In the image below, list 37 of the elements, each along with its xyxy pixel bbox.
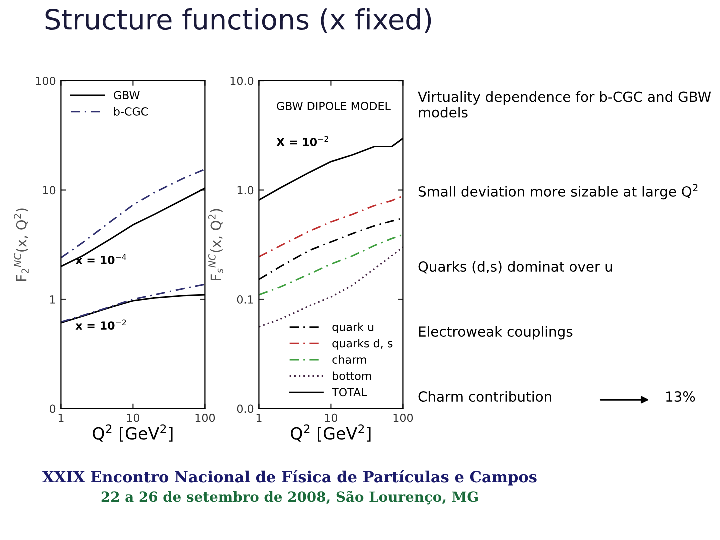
annotation: x = 10$^{−2}$ (76, 320, 126, 330)
y-tick-label: 1 (50, 296, 56, 304)
text: XXIX Encontro Nacional de Física de Partículas e Campos (42, 470, 537, 486)
x-tick-label: 1 (256, 414, 262, 422)
text: Small deviation more sizable at large Q$^{2}$ (418, 184, 698, 200)
legend-label: charm (332, 355, 366, 364)
x-axis-title: Q$^{2}$ [GeV$^{2}$] (93, 424, 173, 442)
y-tick-label: 0.1 (237, 295, 254, 304)
legend-label: quarks d, s (332, 339, 393, 350)
x-tick-label: 10 (127, 414, 140, 422)
x-tick-label: 1 (58, 414, 64, 422)
text: Virtuality dependence for b-CGC and GBW models (418, 92, 712, 118)
x-axis-title: Q$^{2}$ [GeV$^{2}$] (291, 424, 371, 442)
legend-label: GBW (114, 91, 140, 100)
legend-label: bottom (333, 372, 372, 380)
y-tick-label: 100 (36, 76, 56, 86)
y-tick-label: 0.0 (237, 404, 254, 414)
legend-label: b-CGC (114, 107, 148, 116)
text: Charm contribution (418, 391, 552, 402)
annotation: X = 10$^{−2}$ (276, 136, 328, 146)
text: 22 a 26 de setembro de 2008, São Lourenço, MG (102, 490, 478, 505)
text: Electroweak couplings (419, 326, 573, 340)
legend-label: TOTAL (332, 388, 368, 397)
annotation: GBW DIPOLE MODEL (277, 102, 391, 110)
legend-label: quark u (332, 322, 374, 334)
y-tick-label: 1.0 (238, 186, 254, 195)
y-axis-title: F$_{s}$$^{NC}$(x, Q$^{2}$) (208, 209, 224, 280)
y-tick-label: 10 (43, 186, 56, 195)
x-tick-label: 10 (325, 414, 338, 422)
x-tick-label: 100 (196, 414, 216, 422)
y-axis-title: F$_{2}$$^{NC}$(x, Q$^{2}$) (14, 208, 29, 281)
x-tick-label: 100 (394, 414, 414, 422)
text: 13% (666, 392, 696, 402)
text: Quarks (d,s) dominat over u (418, 261, 612, 274)
text: Structure functions (x fixed) (46, 8, 432, 34)
y-tick-label: 10.0 (230, 76, 254, 86)
y-tick-label: 0 (50, 404, 56, 414)
